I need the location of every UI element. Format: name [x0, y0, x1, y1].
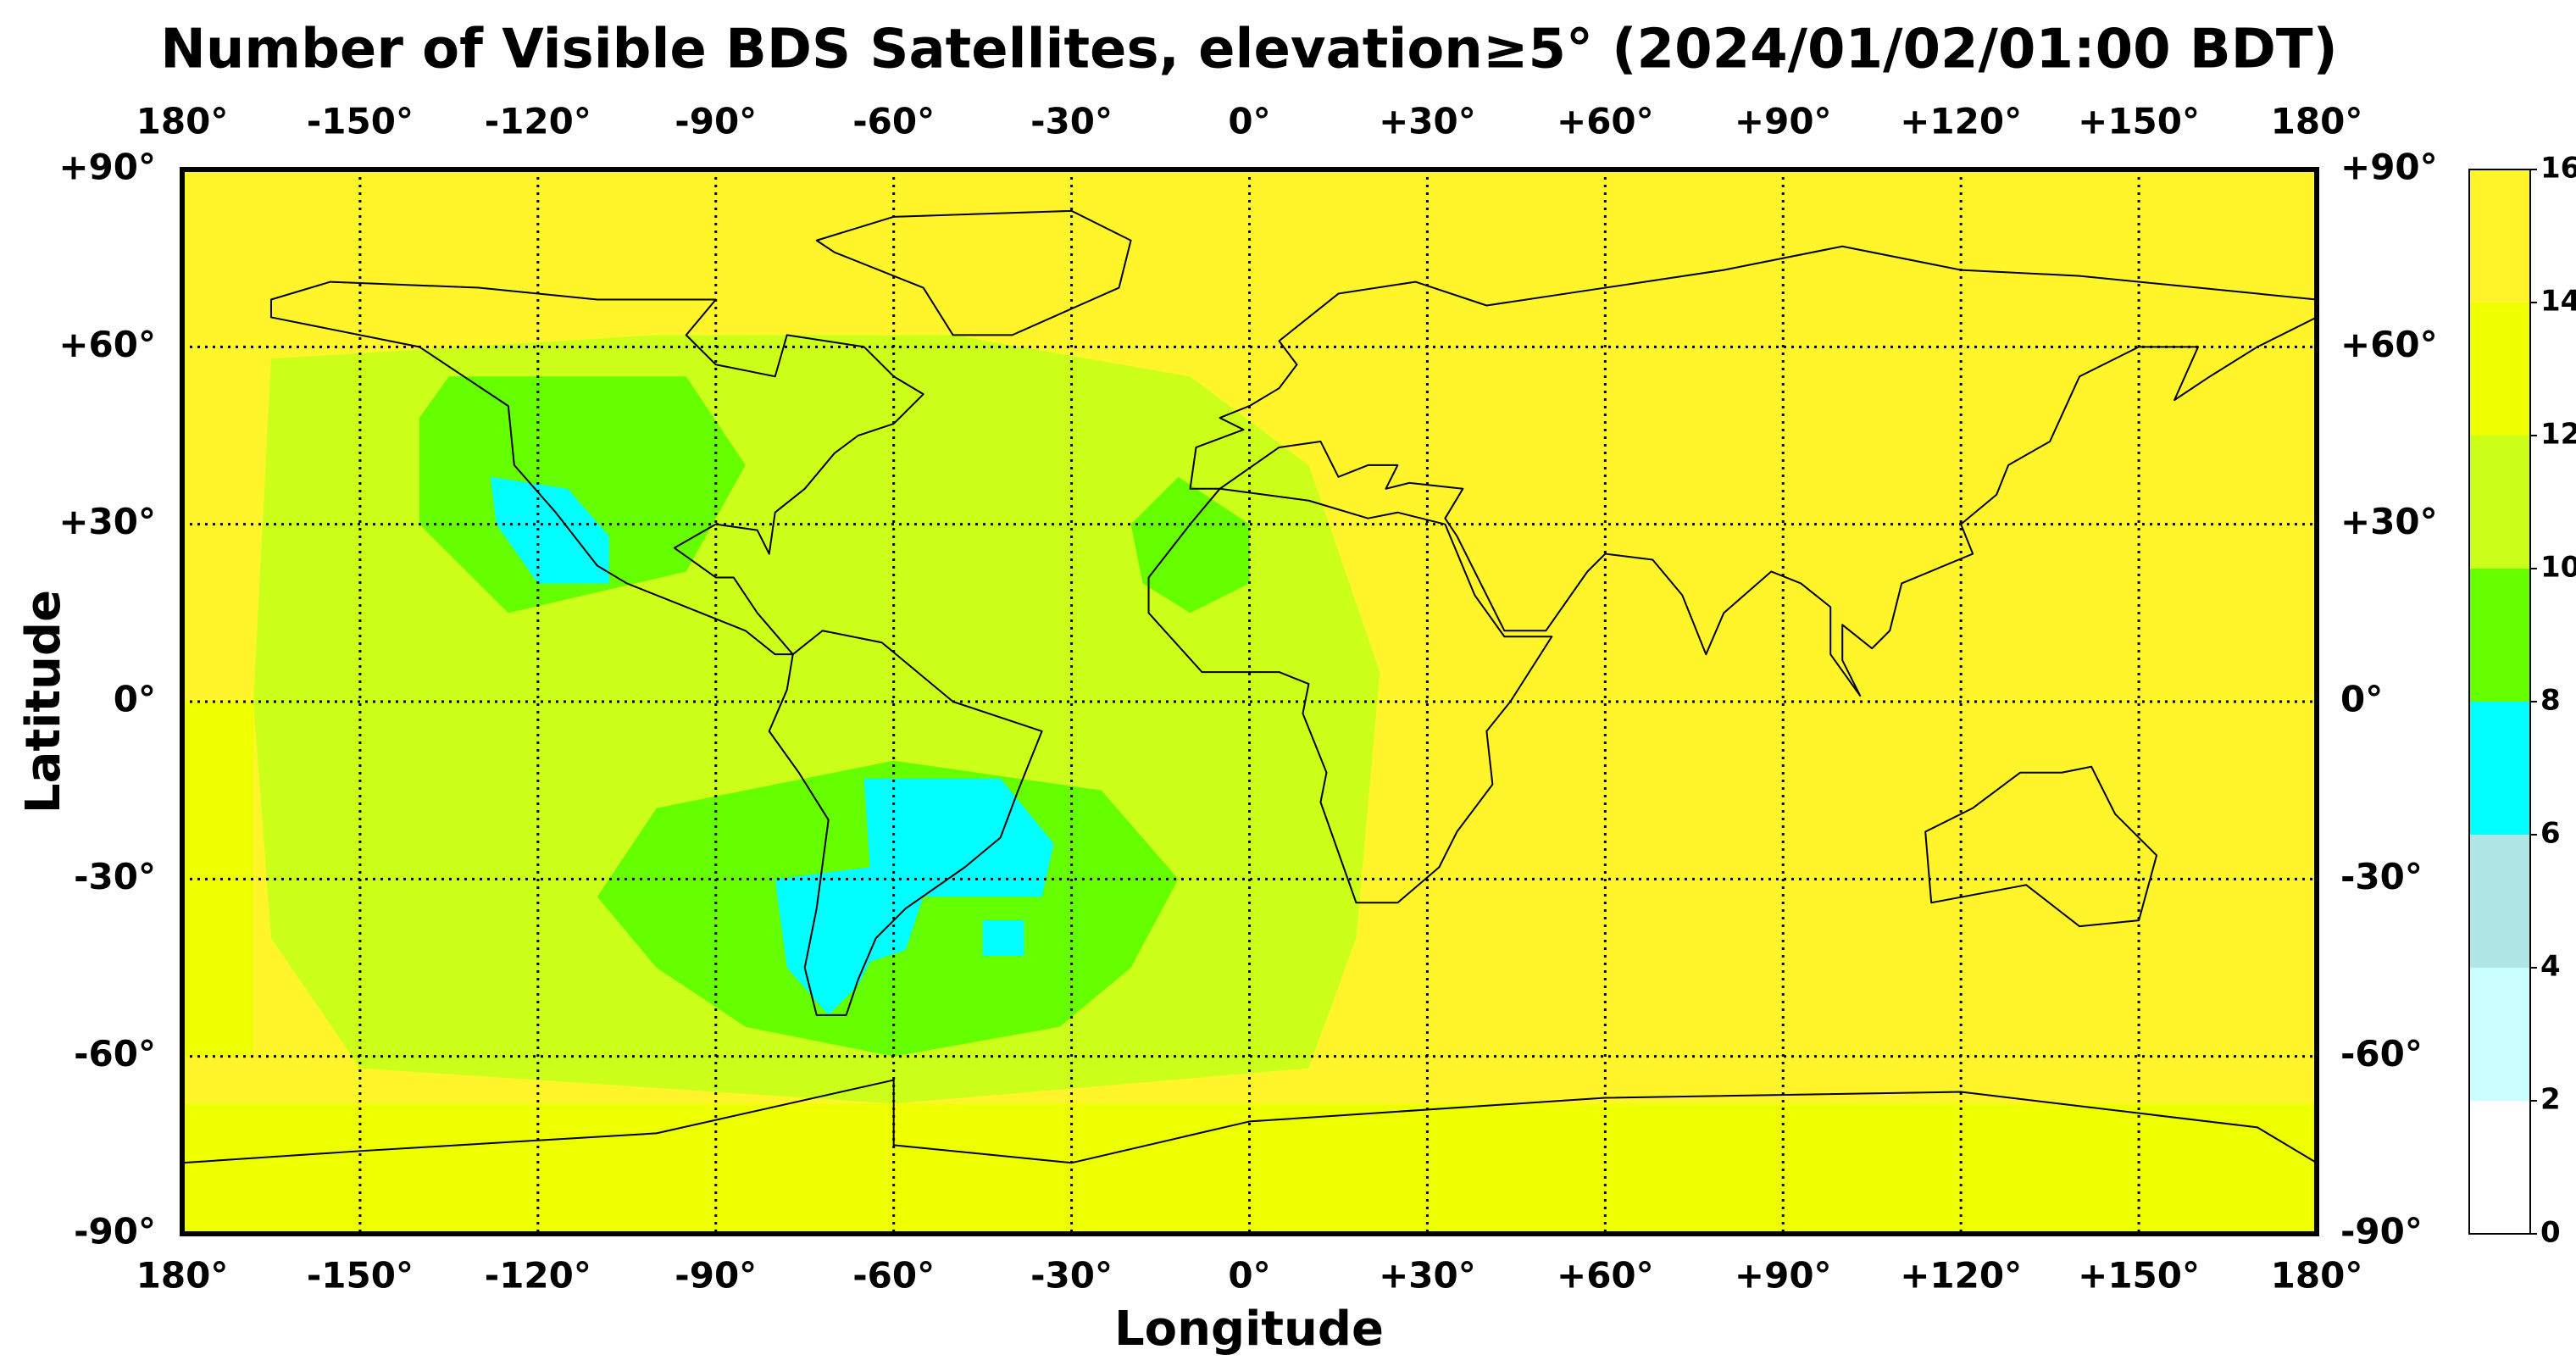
colorbar-segment: [2469, 968, 2530, 1101]
field-8-10: [419, 376, 746, 614]
x-tick-label: 0°: [1228, 1255, 1270, 1297]
x-tick-label: +90°: [1735, 1255, 1832, 1297]
x-tick-label-top: -30°: [1030, 101, 1113, 142]
map-frame: [180, 167, 2319, 1236]
coastline: [769, 630, 1042, 1015]
y-tick-label-right: +60°: [2340, 324, 2438, 365]
y-tick-label-right: -30°: [2340, 856, 2423, 897]
field-8-10: [1130, 476, 1250, 614]
map-layers: [182, 211, 2317, 1234]
x-tick-label: +120°: [1900, 1255, 2022, 1297]
colorbar-tick-label: 16: [2540, 152, 2576, 186]
x-tick-label: 180°: [2271, 1255, 2363, 1297]
x-tick-label: +150°: [2078, 1255, 2200, 1297]
y-tick-label-right: -60°: [2340, 1033, 2423, 1074]
colorbar-frame: [2468, 169, 2531, 1235]
x-tick-label: -60°: [852, 1255, 935, 1297]
colorbar-segment: [2469, 1101, 2530, 1234]
y-tick-label-right: -90°: [2340, 1211, 2423, 1252]
coastline: [271, 282, 924, 655]
x-tick-label: +30°: [1379, 1255, 1476, 1297]
colorbar-segment: [2469, 702, 2530, 835]
colorbar-tick-label: 0: [2540, 1216, 2561, 1250]
x-tick-label-top: 180°: [2271, 101, 2363, 142]
map-area: [182, 169, 2317, 1234]
field-6-8: [774, 778, 1054, 1015]
colorbar-tick-label: 2: [2540, 1083, 2561, 1117]
colorbar-segment: [2469, 436, 2530, 569]
colorbar-tick-label: 4: [2540, 950, 2561, 984]
x-tick-label-top: -90°: [675, 101, 757, 142]
x-tick-label: -150°: [307, 1255, 414, 1297]
y-tick-label: -90°: [74, 1211, 156, 1252]
y-tick-label: -30°: [74, 856, 156, 897]
x-tick-label-top: 180°: [136, 101, 229, 142]
x-tick-label: -120°: [485, 1255, 591, 1297]
colorbar-segment: [2469, 169, 2530, 303]
x-tick-label-top: +60°: [1557, 101, 1654, 142]
x-tick-label-top: -60°: [852, 101, 935, 142]
colorbar-tick-label: 6: [2540, 817, 2561, 851]
y-tick-label-right: +90°: [2340, 147, 2438, 188]
y-tick-label: +60°: [58, 324, 156, 365]
y-axis-label: Latitude: [16, 590, 71, 813]
colorbar-tick-label: 14: [2540, 285, 2576, 319]
x-tick-label-top: +30°: [1379, 101, 1476, 142]
colorbar-segment: [2469, 303, 2530, 436]
y-tick-label: +30°: [58, 501, 156, 542]
colorbar-segment: [2469, 835, 2530, 968]
field-6-8: [490, 476, 609, 584]
y-tick-label-right: 0°: [2340, 679, 2383, 720]
x-tick-label-top: +120°: [1900, 101, 2022, 142]
coastline: [817, 211, 1131, 336]
x-tick-label: -30°: [1030, 1255, 1113, 1297]
coastline: [1925, 767, 2157, 926]
x-tick-label-top: +150°: [2078, 101, 2200, 142]
colorbar-tick-label: 8: [2540, 684, 2561, 718]
field-6-8: [982, 920, 1024, 957]
x-tick-label-top: 0°: [1228, 101, 1270, 142]
coastline: [1191, 247, 2317, 696]
y-tick-label: +90°: [58, 147, 156, 188]
x-tick-label: -90°: [675, 1255, 757, 1297]
x-tick-label-top: -150°: [307, 101, 414, 142]
colorbar-tick-label: 10: [2540, 551, 2576, 585]
x-tick-label-top: +90°: [1735, 101, 1832, 142]
y-tick-label: 0°: [114, 679, 156, 720]
x-axis-label: Longitude: [1114, 1302, 1384, 1357]
coastline: [1149, 489, 1552, 902]
colorbar-tick-label: 12: [2540, 418, 2576, 452]
x-tick-label: +60°: [1557, 1255, 1654, 1297]
field-12-14: [182, 702, 253, 1057]
y-tick-label-right: +30°: [2340, 501, 2438, 542]
chart-title: Number of Visible BDS Satellites, elevat…: [160, 19, 2337, 81]
colorbar-segment: [2469, 569, 2530, 702]
x-tick-label-top: -120°: [485, 101, 591, 142]
x-tick-label: 180°: [136, 1255, 229, 1297]
y-tick-label: -60°: [74, 1033, 156, 1074]
